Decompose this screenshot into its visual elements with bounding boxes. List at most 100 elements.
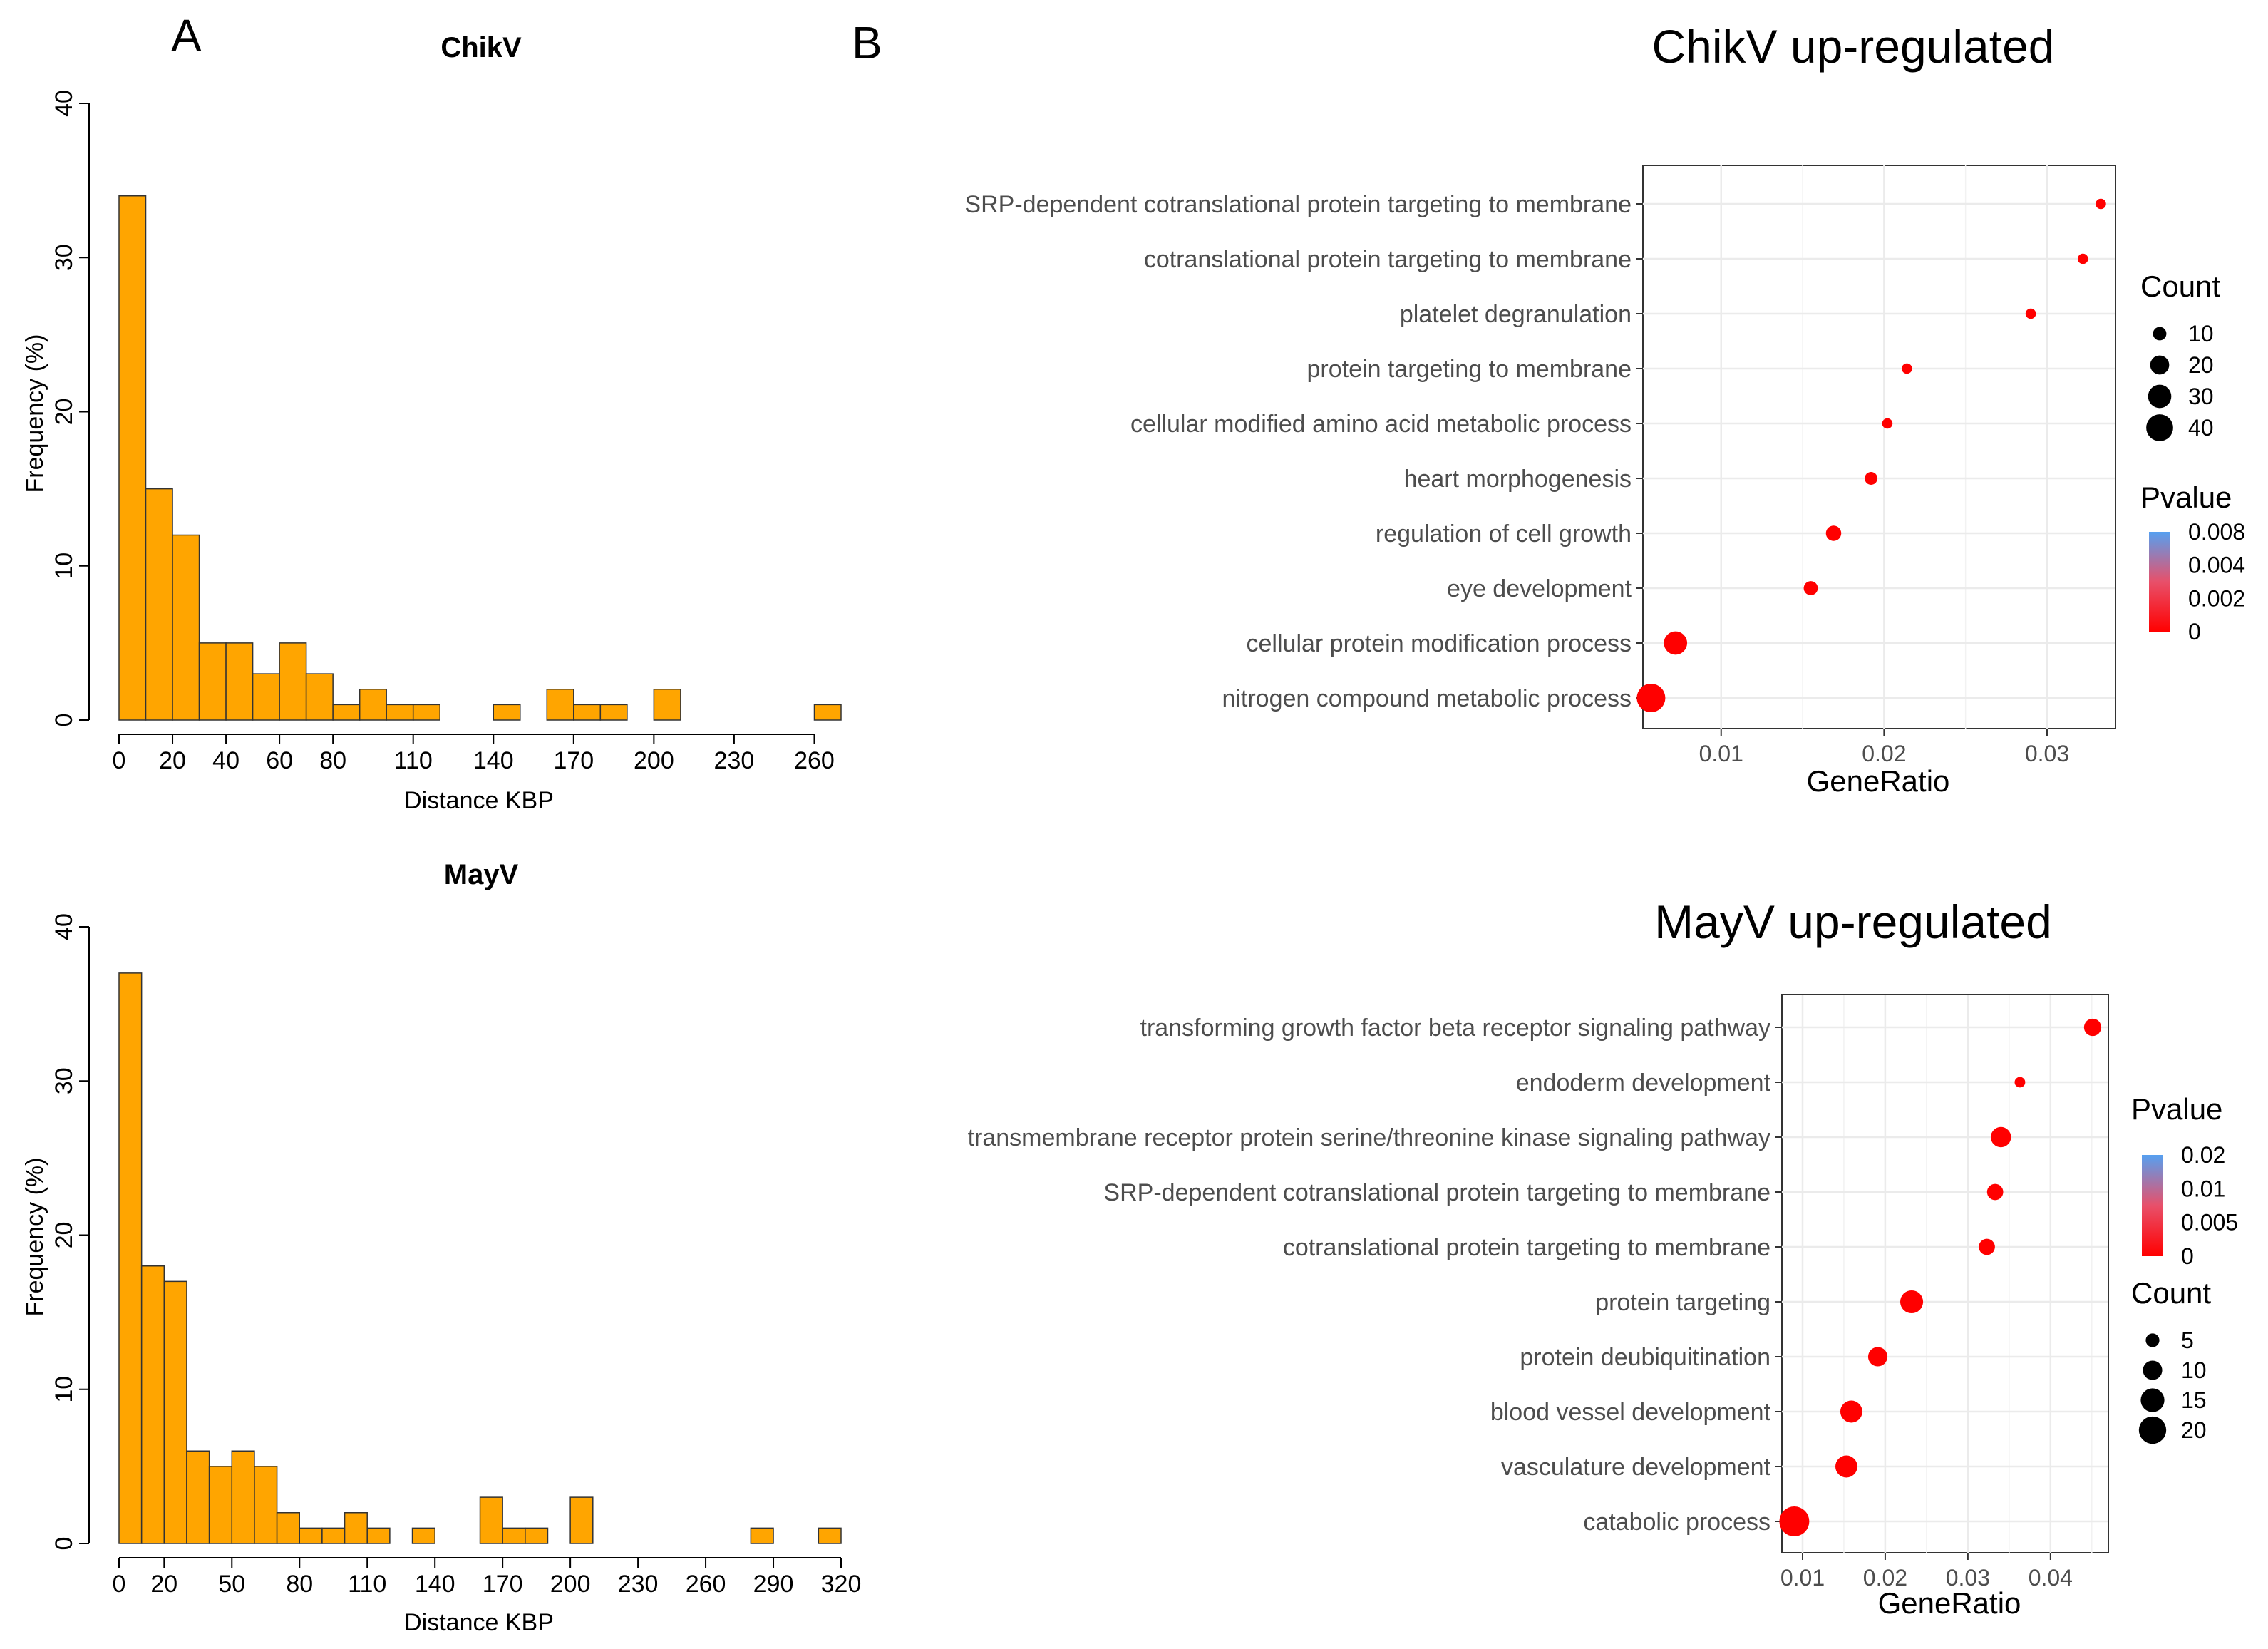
histogram-bar (599, 704, 628, 721)
x-tick-label: 0.02 (1862, 741, 1906, 766)
histogram-mayv: MayV Distance KBP Frequency (%) 0 10 20 30 4… (21, 859, 861, 1636)
histogram-bar (493, 704, 521, 721)
histogram-bar (502, 1527, 526, 1544)
panel-letter-a: A (171, 10, 202, 61)
term-label: transforming growth factor beta receptor… (1140, 1014, 1770, 1042)
chart-title: ChikV (440, 32, 522, 63)
histogram-bar (546, 689, 574, 721)
y-axis-label: Frequency (%) (21, 1158, 48, 1317)
histogram-bar (479, 1496, 503, 1544)
histogram-bar (750, 1527, 774, 1544)
size-legend-label: 10 (2181, 1357, 2207, 1383)
size-legend-label: 5 (2181, 1327, 2194, 1353)
x-tick-label: 110 (394, 747, 433, 774)
y-tick-label: 40 (51, 90, 78, 117)
term-label: transmembrane receptor protein serine/th… (968, 1124, 1770, 1151)
histogram-bar (172, 534, 200, 721)
term-label: SRP-dependent cotranslational protein ta… (1103, 1179, 1770, 1206)
histogram-bar (145, 488, 173, 721)
histogram-bar (366, 1527, 391, 1544)
x-axis-label: GeneRatio (1807, 764, 1950, 798)
dot-point (1825, 525, 1842, 541)
histogram-bar (573, 704, 602, 721)
histogram-bar (525, 1527, 549, 1544)
x-tick-label: 0.01 (1699, 741, 1743, 766)
x-axis-label: GeneRatio (1878, 1586, 2021, 1620)
y-axis-label: Frequency (%) (21, 334, 48, 493)
histogram-bar (118, 195, 147, 721)
dot-point (2077, 253, 2088, 264)
term-label: platelet degranulation (1400, 301, 1632, 328)
color-legend-title: Pvalue (2140, 481, 2232, 514)
x-tick-label: 80 (286, 1571, 313, 1598)
size-legend-label: 20 (2181, 1417, 2207, 1443)
dot-point (1803, 581, 1818, 595)
x-tick-label: 20 (150, 1571, 177, 1598)
histogram-bar (386, 704, 414, 721)
x-tick-label: 50 (218, 1571, 245, 1598)
term-label: heart morphogenesis (1404, 466, 1632, 493)
pvalue-legend-label: 0.01 (2181, 1176, 2225, 1201)
dot-point (2025, 308, 2036, 319)
x-tick-label: 290 (753, 1571, 794, 1598)
dot-point (1835, 1455, 1857, 1478)
term-label: catabolic process (1583, 1509, 1770, 1536)
x-tick-label: 0.01 (1780, 1565, 1825, 1591)
dot-point (1902, 363, 1912, 374)
histogram-bar (412, 704, 440, 721)
size-legend-dot (2138, 1416, 2167, 1444)
dot-point (1867, 1347, 1888, 1367)
plot-panel (1781, 994, 2109, 1553)
histogram-bar (569, 1496, 594, 1544)
x-tick-label: 80 (319, 747, 346, 774)
size-legend-label: 40 (2188, 415, 2214, 441)
pvalue-colorbar (2142, 1155, 2163, 1256)
dot-point (1636, 684, 1666, 712)
histogram-bar (279, 642, 307, 721)
dot-point (1882, 418, 1893, 429)
y-tick-label: 10 (51, 553, 78, 580)
size-legend-label: 10 (2188, 321, 2214, 346)
term-label: cellular modified amino acid metabolic p… (1130, 411, 1632, 438)
plot-panel (1642, 165, 2116, 729)
histogram-bar (321, 1527, 346, 1544)
x-tick-label: 170 (483, 1571, 523, 1598)
term-label: cotranslational protein targeting to mem… (1144, 246, 1632, 273)
pvalue-legend-label: 0.004 (2188, 553, 2245, 578)
histogram-bar (186, 1450, 210, 1544)
pvalue-legend-label: 0.005 (2181, 1210, 2238, 1236)
color-legend-title: Pvalue (2131, 1092, 2222, 1126)
x-tick-label: 170 (553, 747, 594, 774)
dot-point (1779, 1506, 1810, 1536)
term-label: protein deubiquitination (1520, 1344, 1770, 1371)
histogram-bar (163, 1280, 187, 1544)
x-tick-label: 260 (686, 1571, 726, 1598)
histogram-bar (359, 689, 387, 721)
x-tick-label: 0.02 (1863, 1565, 1907, 1591)
term-label: cellular protein modification process (1247, 630, 1632, 657)
histogram-bar (344, 1512, 368, 1544)
histogram-bar (299, 1527, 323, 1544)
y-tick-label: 0 (51, 1537, 78, 1551)
chart-title: ChikV up-regulated (1652, 20, 2055, 73)
x-tick-label: 0.03 (1946, 1565, 1990, 1591)
y-tick-label: 10 (51, 1376, 78, 1403)
panel-letter-b: B (852, 17, 882, 68)
size-legend-dot (2150, 355, 2170, 375)
dot-point (1986, 1183, 2004, 1201)
histogram-bar (813, 704, 842, 721)
histogram-bar (332, 704, 361, 721)
term-label: nitrogen compound metabolic process (1222, 685, 1632, 712)
size-legend-label: 20 (2188, 352, 2214, 378)
dot-point (2083, 1018, 2102, 1037)
size-legend-label: 15 (2181, 1387, 2207, 1413)
term-label: SRP-dependent cotranslational protein ta… (964, 191, 1632, 218)
x-tick-label: 230 (714, 747, 755, 774)
x-tick-label: 200 (550, 1571, 591, 1598)
x-axis-label: Distance KBP (404, 787, 554, 814)
x-tick-label: 200 (634, 747, 674, 774)
y-tick-label: 40 (51, 913, 78, 940)
size-legend-dot (2143, 1360, 2163, 1380)
chart-title: MayV up-regulated (1654, 895, 2052, 948)
y-tick-label: 0 (51, 714, 78, 727)
